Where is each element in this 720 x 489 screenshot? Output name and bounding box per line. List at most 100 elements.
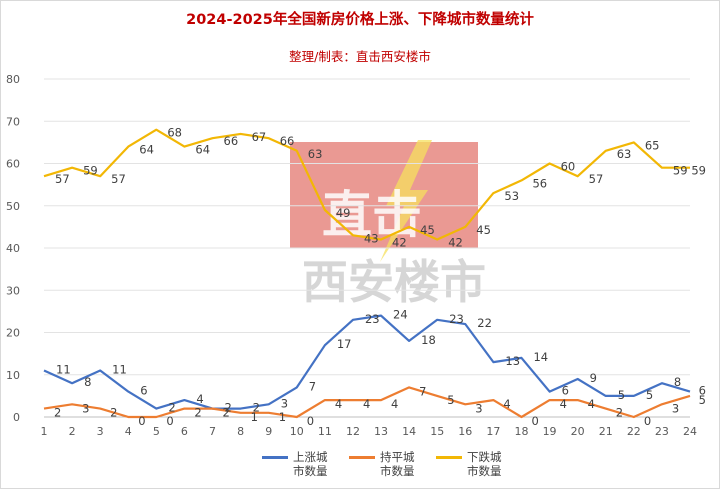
y-tick-label: 40 [6,242,20,255]
data-label: 6 [699,384,706,398]
data-label: 8 [84,375,91,389]
y-tick-label: 10 [6,369,20,382]
data-label: 11 [112,363,127,377]
x-tick-label: 21 [599,425,613,438]
data-label: 4 [391,397,398,411]
x-tick-label: 6 [181,425,188,438]
data-label: 3 [475,401,482,415]
legend-swatch-flat [349,456,375,459]
data-label: 23 [365,312,380,326]
x-axis: 1 2 3 4 5 6 7 8 9 10 11 12 13 14 15 16 17 18 19 20 21 22 23 24 [41,425,698,438]
data-label: 4 [363,397,370,411]
data-label: 7 [309,379,316,393]
data-label: 1 [251,410,258,424]
x-tick-label: 17 [486,425,500,438]
data-label: 5 [618,388,625,402]
chart-subtitle: 整理/制表：直击西安楼市 [289,49,431,64]
data-label: 59 [673,164,688,178]
data-label: 24 [393,308,408,322]
watermark-logo: 直击西安楼市 [290,140,486,309]
data-label: 7 [419,384,426,398]
x-tick-label: 8 [237,425,244,438]
legend: 上涨城 市数量 持平城 市数量 下跌城 市数量 [262,450,511,478]
data-label: 60 [561,160,576,174]
lightning-icon [380,140,432,262]
x-tick-label: 16 [458,425,472,438]
data-label: 3 [281,396,288,410]
data-label: 42 [392,236,407,250]
data-label: 3 [82,401,89,415]
data-label: 14 [533,350,548,364]
data-label: 63 [617,147,632,161]
data-label: 4 [560,397,567,411]
data-label: 5 [646,388,653,402]
y-tick-label: 0 [13,411,20,424]
data-label: 45 [420,223,435,237]
data-label: 63 [308,147,323,161]
y-tick-label: 20 [6,327,20,340]
x-tick-label: 11 [318,425,332,438]
x-tick-label: 20 [571,425,585,438]
x-tick-label: 7 [209,425,216,438]
data-label: 4 [588,397,595,411]
data-label: 4 [335,397,342,411]
data-label: 4 [503,397,510,411]
chart-title: 2024-2025年全国新房价格上涨、下降城市数量统计 [186,12,534,28]
data-label: 57 [589,172,604,186]
data-label: 5 [699,393,706,407]
data-label: 18 [421,333,436,347]
data-label: 2 [54,406,61,420]
data-label: 6 [140,384,147,398]
data-label: 17 [337,337,352,351]
data-label: 8 [674,375,681,389]
data-label: 0 [138,414,145,428]
x-tick-label: 14 [402,425,416,438]
x-tick-label: 10 [290,425,304,438]
data-label: 0 [531,414,538,428]
legend-item-flat: 持平城 市数量 [349,450,424,478]
data-label: 2 [194,406,201,420]
legend-label-rise-2: 市数量 [293,464,328,478]
data-label: 9 [590,371,597,385]
legend-label-flat-1: 持平城 [380,450,415,464]
data-label: 66 [224,134,239,148]
watermark-text-bottom: 西安楼市 [302,255,486,309]
x-tick-label: 2 [69,425,76,438]
x-tick-label: 5 [153,425,160,438]
y-axis: 0 10 20 30 40 50 60 70 80 [6,73,20,424]
data-label: 64 [139,143,154,157]
data-label: 2 [110,406,117,420]
y-tick-label: 60 [6,158,20,171]
x-tick-label: 4 [125,425,132,438]
data-label: 57 [55,172,70,186]
data-label: 66 [280,134,295,148]
data-label: 22 [477,316,492,330]
y-tick-label: 50 [6,200,20,213]
data-label: 2 [168,401,175,415]
gridlines [44,78,690,418]
legend-label-rise-1: 上涨城 [293,450,328,464]
data-label: 53 [504,189,519,203]
data-label: 59 [691,164,706,178]
data-label: 23 [449,312,464,326]
series-line-3 [43,128,690,241]
legend-label-flat-2: 市数量 [380,464,415,478]
x-tick-label: 1 [41,425,48,438]
legend-item-rise: 上涨城 市数量 [262,450,337,478]
x-tick-label: 22 [627,425,641,438]
x-tick-label: 19 [543,425,557,438]
x-tick-label: 3 [97,425,104,438]
data-label: 2 [616,406,623,420]
legend-label-fall-1: 下跌城 [467,450,502,464]
watermark-text-top: 直击 [322,186,422,244]
x-tick-label: 24 [683,425,697,438]
series-line-1 [43,314,691,410]
y-tick-label: 80 [6,73,20,86]
data-label: 0 [307,414,314,428]
x-tick-label: 12 [346,425,360,438]
data-label: 56 [532,176,547,190]
y-tick-label: 30 [6,284,20,297]
data-label: 13 [505,354,520,368]
